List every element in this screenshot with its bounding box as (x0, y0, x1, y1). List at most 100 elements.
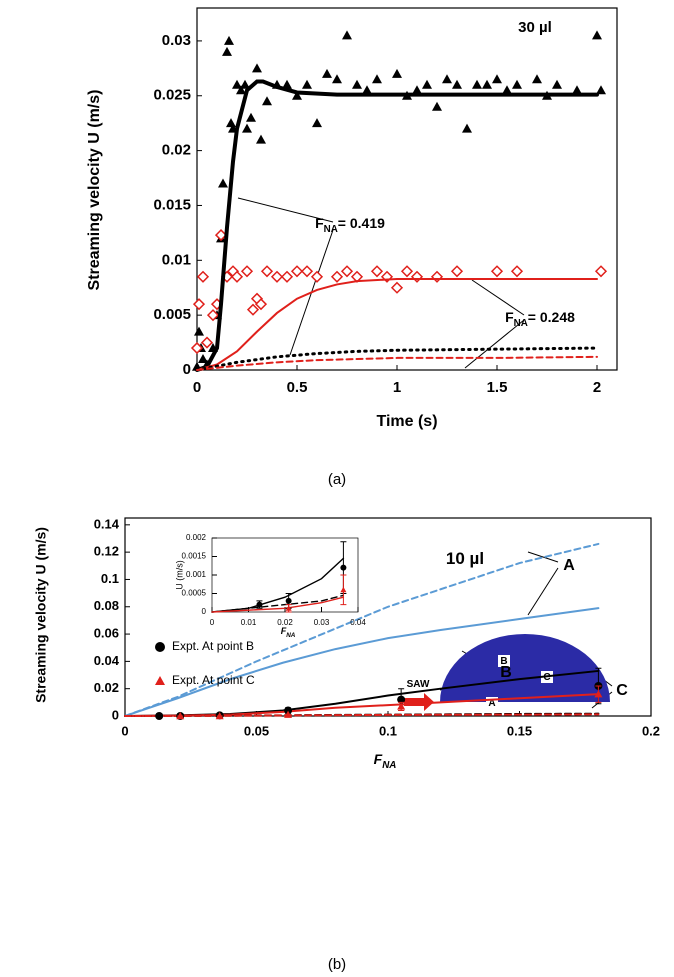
x-axis-title-sub: NA (286, 632, 296, 639)
x-tick-label: 0.01 (241, 618, 257, 627)
marker-triangle (532, 74, 542, 84)
marker-diamond (400, 265, 414, 278)
marker-diamond (510, 265, 524, 278)
marker-triangle (302, 79, 312, 89)
marker-diamond (280, 270, 294, 283)
line-series (124, 607, 600, 717)
x-axis-title-main: F (374, 751, 383, 767)
marker-diamond (196, 270, 210, 283)
marker-circle (256, 601, 263, 608)
x-tick-label: 0.02 (277, 618, 293, 627)
annotation: FNA= 0.419 (315, 215, 385, 235)
x-tick-label: 0.1 (379, 723, 397, 738)
marker-triangle (262, 96, 272, 106)
marker-triangle (332, 74, 342, 84)
annotation-main: B (500, 656, 507, 667)
marker-diamond (594, 265, 608, 278)
y-axis-title: Streaming velocity U (m/s) (86, 90, 103, 291)
y-tick-label: 0.001 (186, 570, 207, 579)
marker-diamond (260, 265, 274, 278)
marker-triangle (218, 178, 228, 188)
marker-triangle (340, 586, 347, 593)
caption: (a) (328, 471, 346, 488)
marker-triangle (236, 85, 246, 95)
annotation-main: 30 µl (518, 19, 552, 36)
marker-triangle (222, 46, 232, 56)
marker-triangle (452, 79, 462, 89)
marker-triangle (224, 35, 234, 45)
marker-triangle (342, 30, 352, 40)
marker-triangle (246, 112, 256, 122)
x-axis-title: FNA (374, 751, 397, 771)
marker-triangle (226, 118, 236, 128)
x-axis-title: FNA (281, 626, 296, 639)
annotation-rest: = 0.419 (338, 215, 385, 231)
line-series (195, 79, 599, 372)
saw-arrow (404, 693, 434, 711)
x-axis-title-sub: NA (382, 760, 396, 771)
marker-circle (155, 642, 165, 652)
y-tick-label: 0.0015 (182, 552, 207, 561)
point-box (498, 655, 510, 667)
marker-diamond (370, 265, 384, 278)
y-tick-label: 0.1 (101, 571, 119, 586)
x-tick-label: 0.2 (642, 723, 660, 738)
legend-label: Expt. At point B (172, 639, 254, 653)
marker-triangle (312, 118, 322, 128)
marker-triangle (512, 79, 522, 89)
marker-diamond (214, 229, 228, 242)
marker-diamond (200, 336, 214, 349)
x-axis-title: Time (s) (376, 413, 437, 430)
marker-triangle (155, 676, 165, 685)
marker-triangle (442, 74, 452, 84)
line-series (124, 713, 600, 717)
annotation: A (563, 557, 575, 574)
annotation-main: C (616, 682, 628, 699)
marker-triangle (292, 90, 302, 100)
marker-circle (155, 712, 164, 720)
marker-triangle (572, 85, 582, 95)
annotation: 10 µl (446, 549, 484, 568)
line-series (124, 542, 600, 717)
marker-triangle (232, 79, 242, 89)
marker-triangle (256, 134, 266, 144)
legend-label: Expt. At point C (172, 673, 255, 687)
annotation: B (500, 656, 507, 667)
marker-circle (285, 597, 292, 604)
line-series (211, 594, 345, 613)
marker-triangle (284, 710, 293, 718)
x-tick-label: 0 (210, 618, 215, 627)
annotation-main: 10 µl (446, 549, 484, 568)
marker-triangle (432, 101, 442, 111)
arrow (464, 319, 525, 369)
x-tick-label: 0.04 (350, 618, 366, 627)
marker-triangle (392, 68, 402, 78)
marker-diamond (230, 270, 244, 283)
marker-triangle (198, 354, 208, 364)
annotation-main: A (488, 698, 495, 709)
marker-triangle (412, 85, 422, 95)
line-series (211, 596, 345, 613)
marker-triangle (362, 85, 372, 95)
marker-diamond (390, 281, 404, 294)
x-axis-title-main: F (281, 626, 287, 636)
marker-triangle (285, 605, 292, 611)
marker-triangle (282, 79, 292, 89)
marker-triangle (592, 30, 602, 40)
marker-diamond (270, 270, 284, 283)
y-tick-label: 0.002 (186, 533, 207, 542)
annotation-main: A (563, 557, 575, 574)
y-tick-label: 0.03 (162, 32, 191, 49)
marker-triangle (594, 690, 603, 698)
caption: (b) (328, 956, 346, 973)
annotation-main: F (315, 215, 324, 231)
marker-diamond (246, 303, 260, 316)
x-tick-label: 0 (193, 379, 201, 396)
marker-triangle (215, 712, 224, 720)
annotation-rest: = 0.248 (528, 309, 575, 325)
marker-diamond (310, 270, 324, 283)
marker-diamond (206, 309, 220, 322)
marker-triangle (492, 74, 502, 84)
arrow (237, 197, 334, 223)
